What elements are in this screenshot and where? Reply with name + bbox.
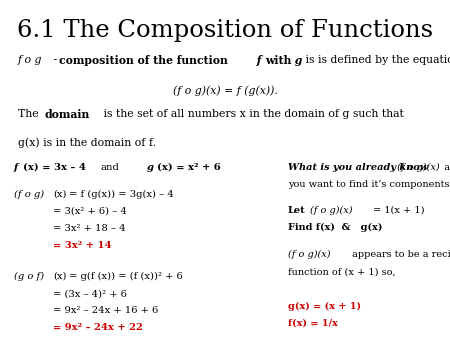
Text: = 3(x² + 6) – 4: = 3(x² + 6) – 4 (53, 207, 127, 216)
Text: f: f (14, 163, 18, 172)
Text: is the set of all numbers x in the domain of g such that: is the set of all numbers x in the domai… (100, 109, 404, 119)
Text: f(x) = 1/x: f(x) = 1/x (288, 318, 338, 328)
Text: What is you already know: What is you already know (288, 163, 428, 172)
Text: g(x) is in the domain of f.: g(x) is in the domain of f. (18, 138, 156, 148)
Text: g: g (147, 163, 154, 172)
Text: f: f (253, 55, 265, 66)
Text: = (3x – 4)² + 6: = (3x – 4)² + 6 (53, 289, 127, 298)
Text: (f o g)(x): (f o g)(x) (310, 206, 352, 215)
Text: domain: domain (45, 109, 90, 120)
Text: Let: Let (288, 206, 306, 215)
Text: 6.1 The Composition of Functions: 6.1 The Composition of Functions (17, 19, 433, 42)
Text: f o g: f o g (18, 55, 42, 65)
Text: function of (x + 1) so,: function of (x + 1) so, (288, 267, 396, 276)
Text: (f o g)(x): (f o g)(x) (394, 163, 440, 172)
Text: = 3x² + 14: = 3x² + 14 (53, 241, 112, 250)
Text: you want to find it’s components f & g?: you want to find it’s components f & g? (288, 180, 450, 189)
Text: (f o g)(x): (f o g)(x) (288, 250, 330, 259)
Text: (x): (x) (53, 272, 67, 281)
Text: appears to be a reciprocal: appears to be a reciprocal (349, 250, 450, 259)
Text: = 1(x + 1): = 1(x + 1) (373, 206, 424, 215)
Text: g(x) = (x + 1): g(x) = (x + 1) (288, 301, 361, 311)
Text: composition of the function: composition of the function (58, 55, 227, 66)
Text: = 9x² – 24x + 22: = 9x² – 24x + 22 (53, 323, 143, 332)
Text: = 3x² + 18 – 4: = 3x² + 18 – 4 (53, 224, 126, 233)
Text: Find f(x)  &   g(x): Find f(x) & g(x) (288, 223, 382, 232)
Text: (x) = 3x – 4: (x) = 3x – 4 (23, 163, 86, 172)
Text: g: g (291, 55, 302, 66)
Text: The: The (18, 109, 42, 119)
Text: and: and (101, 163, 120, 172)
Text: (g o f): (g o f) (14, 272, 44, 281)
Text: (x) = x² + 6: (x) = x² + 6 (157, 163, 220, 172)
Text: with: with (265, 55, 291, 66)
Text: = 9x² – 24x + 16 + 6: = 9x² – 24x + 16 + 6 (53, 306, 158, 315)
Text: (f o g)(x) = f (g(x)).: (f o g)(x) = f (g(x)). (172, 86, 278, 96)
Text: is is defined by the equation: is is defined by the equation (302, 55, 450, 65)
Text: and: and (288, 163, 450, 172)
Text: -: - (50, 55, 61, 65)
Text: = f (g(x)) = 3g(x) – 4: = f (g(x)) = 3g(x) – 4 (69, 190, 174, 199)
Text: = g(f (x)) = (f (x))² + 6: = g(f (x)) = (f (x))² + 6 (69, 272, 183, 281)
Text: (f o g): (f o g) (14, 190, 44, 199)
Text: (x): (x) (53, 190, 67, 199)
